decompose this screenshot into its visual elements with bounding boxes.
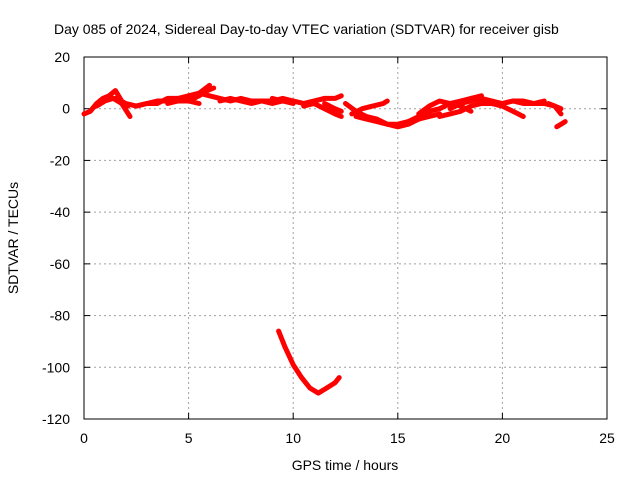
x-tick-label: 15 <box>390 430 406 446</box>
series-arc-22 <box>276 328 342 396</box>
x-tick-label: 25 <box>599 430 615 446</box>
series-arc-19 <box>489 101 526 119</box>
y-tick-label: -40 <box>50 204 70 220</box>
x-axis-title: GPS time / hours <box>292 457 399 473</box>
y-tick-label: -120 <box>42 411 70 427</box>
y-axis-title: SDTVAR / TECUs <box>5 182 21 294</box>
y-tick-label: 0 <box>62 101 70 117</box>
series-arc-5 <box>165 85 217 106</box>
x-tick-label: 5 <box>185 430 193 446</box>
x-tick-label: 20 <box>495 430 511 446</box>
series-arc-12 <box>349 98 390 117</box>
series-arc-15 <box>416 98 474 117</box>
axis-ticks: 0 5 10 15 20 25 20 0 -20 -40 -60 -80 -100 -120 <box>42 49 615 446</box>
grid <box>84 57 607 419</box>
y-tick-label: -20 <box>50 152 70 168</box>
series-arc-20 <box>545 101 564 112</box>
series-arc-10 <box>322 101 344 114</box>
x-tick-label: 0 <box>80 430 88 446</box>
data-series <box>81 82 568 396</box>
chart-title: Day 085 of 2024, Sidereal Day-to-day VTE… <box>54 21 559 37</box>
series-arc-21 <box>554 119 568 130</box>
series-arc-13 <box>353 111 443 127</box>
y-tick-label: -100 <box>42 359 70 375</box>
y-tick-label: -80 <box>50 308 70 324</box>
y-tick-label: -60 <box>50 256 70 272</box>
y-tick-label: 20 <box>54 49 70 65</box>
x-tick-label: 10 <box>285 430 301 446</box>
plot-frame <box>83 56 608 420</box>
series-arc-9 <box>301 101 344 119</box>
